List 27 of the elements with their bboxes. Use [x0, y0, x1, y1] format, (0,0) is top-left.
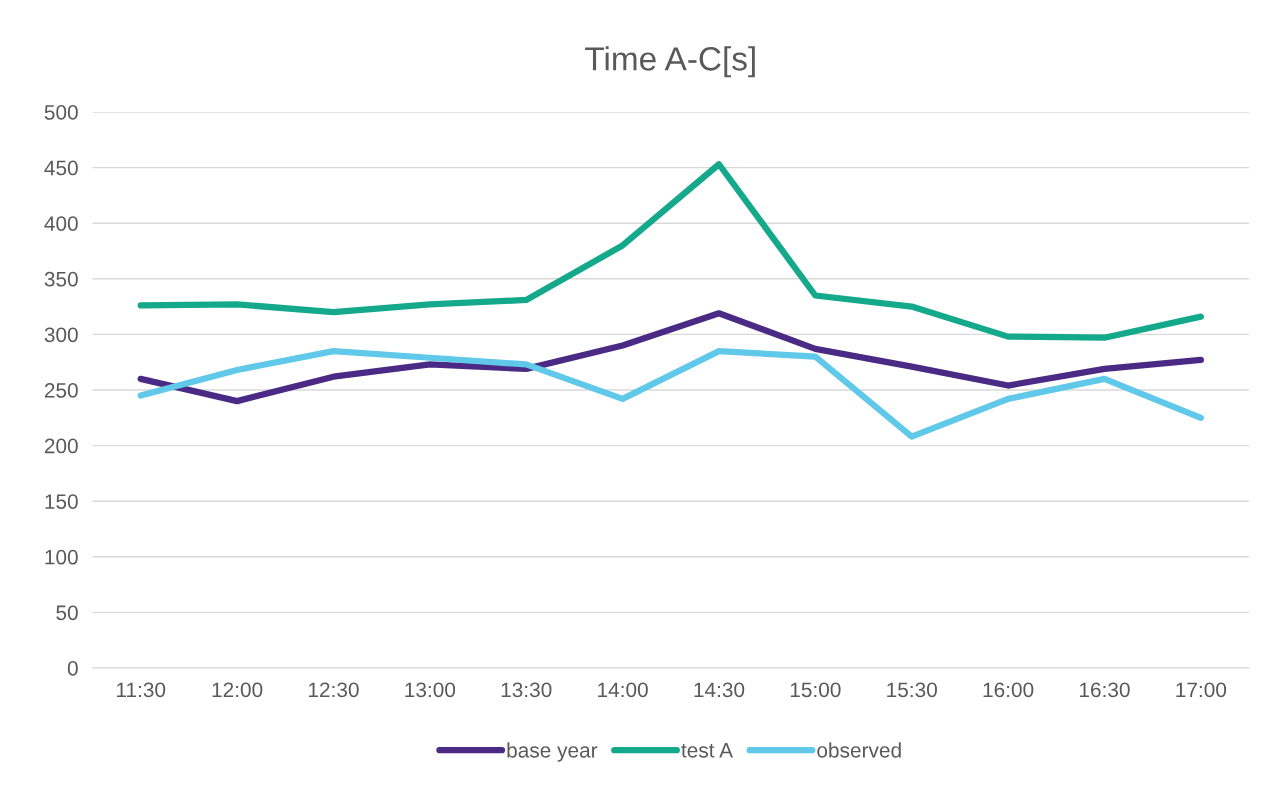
y-tick-label: 150 — [45, 494, 78, 509]
y-tick-label: 100 — [45, 549, 78, 565]
y-tick-label: 250 — [44, 383, 78, 398]
x-tick-label: 14:30 — [694, 682, 745, 698]
x-tick-label: 13:00 — [405, 682, 456, 698]
x-tick-label: 15:30 — [887, 682, 937, 698]
legend-label: observed — [817, 742, 901, 758]
y-tick-label: 300 — [44, 327, 78, 343]
x-tick-label: 12:00 — [212, 682, 263, 698]
y-tick-label: 400 — [44, 216, 78, 231]
x-tick-label: 16:30 — [1079, 682, 1130, 698]
y-tick-label: 350 — [44, 271, 78, 287]
y-tick-label: 450 — [44, 160, 78, 176]
x-tick-label: 17:00 — [1176, 682, 1227, 698]
x-tick-label: 16:00 — [983, 682, 1034, 698]
y-tick-label: 200 — [44, 438, 78, 454]
y-tick-label: 0 — [67, 661, 78, 676]
x-tick-label: 15:00 — [790, 682, 841, 698]
y-tick-label: 50 — [56, 605, 78, 621]
legend-label: base year — [507, 742, 598, 762]
y-tick-label: 500 — [44, 105, 78, 120]
legend-label: test A — [681, 743, 734, 758]
x-tick-label: 12:30 — [308, 682, 359, 698]
chart-title: Time A-C[s] — [585, 46, 755, 78]
x-tick-label: 13:30 — [501, 682, 552, 698]
x-tick-label: 14:00 — [598, 682, 648, 698]
x-tick-label: 11:30 — [117, 682, 166, 698]
